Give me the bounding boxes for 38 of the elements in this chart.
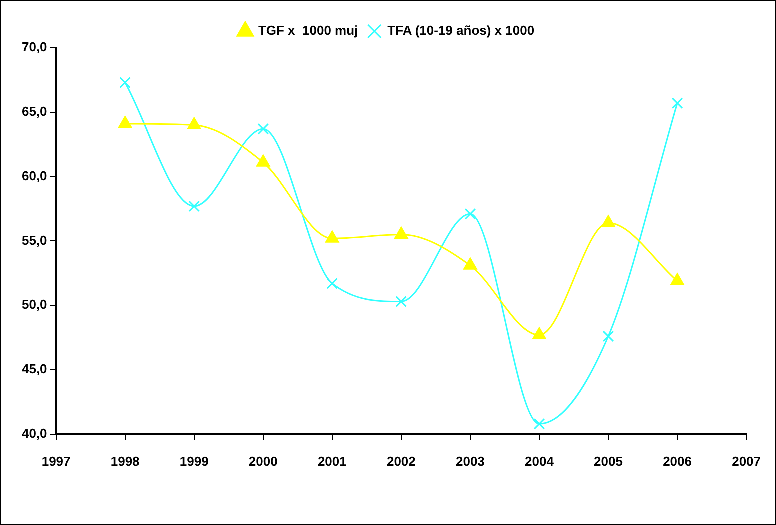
point xyxy=(256,154,270,167)
point xyxy=(670,273,684,286)
y-tick-label: 40,0 xyxy=(22,426,48,441)
x-tick-label: 2001 xyxy=(318,454,347,469)
point xyxy=(258,123,270,135)
point xyxy=(534,418,546,430)
x-tick-label: 2005 xyxy=(594,454,623,469)
y-tick-label: 70,0 xyxy=(22,40,48,55)
y-tick-label: 60,0 xyxy=(22,168,48,184)
point xyxy=(602,330,614,342)
point xyxy=(120,77,132,88)
x-tick-label: 1999 xyxy=(180,454,209,469)
y-tick-label: 45,0 xyxy=(22,362,48,377)
point xyxy=(602,215,616,228)
x-tick-label: 2000 xyxy=(248,454,278,469)
y-tick-label: 55,0 xyxy=(22,232,48,248)
y-tick-label: 65,0 xyxy=(22,104,48,119)
point xyxy=(464,208,476,220)
x-tick-label: 2006 xyxy=(663,454,692,469)
point xyxy=(326,278,338,290)
point xyxy=(532,327,546,340)
x-tick-label: 1997 xyxy=(42,454,71,469)
point xyxy=(396,296,408,308)
x-tick-label: 2004 xyxy=(525,454,555,469)
point xyxy=(326,230,340,243)
point xyxy=(394,227,408,240)
x-tick-label: 2002 xyxy=(386,454,416,469)
point xyxy=(188,200,200,212)
point xyxy=(118,116,132,128)
point xyxy=(464,258,478,270)
x-tick-label: 2007 xyxy=(732,454,761,469)
legend-label: TFA (10-19 años) x 1000 xyxy=(388,23,535,38)
x-tick-label: 1998 xyxy=(110,454,140,469)
y-tick-label: 50,0 xyxy=(22,297,48,312)
point xyxy=(672,98,684,110)
point xyxy=(188,118,202,130)
x-tick-label: 2003 xyxy=(456,454,485,469)
legend-label: TGF x 1000 muj xyxy=(258,23,358,38)
